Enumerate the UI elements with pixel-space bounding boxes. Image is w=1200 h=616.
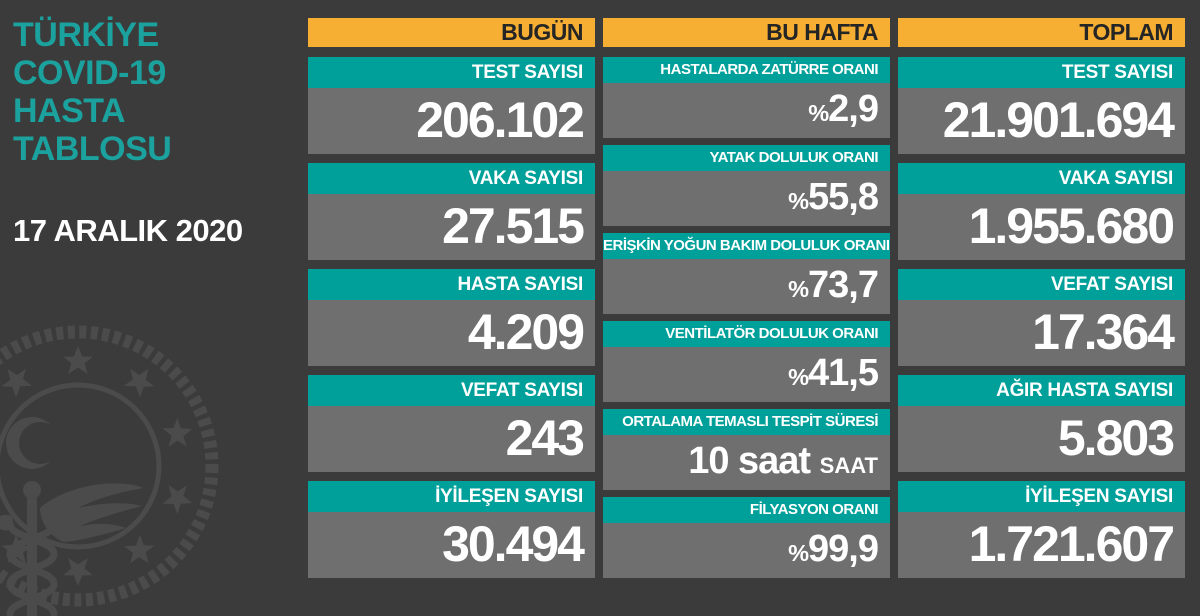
column-header-this-week: BU HAFTA (603, 18, 890, 47)
stat-value: 206.102 (308, 88, 595, 154)
stat-label: TEST SAYISI (308, 57, 595, 88)
stat-label: VEFAT SAYISI (308, 375, 595, 406)
stat-label: İYİLEŞEN SAYISI (308, 481, 595, 512)
stat-value-unit: SAAT (819, 453, 878, 478)
ministry-of-health-emblem-watermark (0, 325, 219, 616)
stats-board: BUGÜN TEST SAYISI 206.102 VAKA SAYISI 27… (308, 18, 1185, 587)
column-this-week: BU HAFTA HASTALARDA ZATÜRRE ORANI %2,9 Y… (603, 18, 890, 587)
stat-card: YATAK DOLULUK ORANI %55,8 (603, 145, 890, 226)
stat-card: VEFAT SAYISI 243 (308, 375, 595, 472)
stat-label: ORTALAMA TEMASLI TESPİT SÜRESİ (603, 409, 890, 435)
stat-value-number: 55,8 (808, 176, 879, 218)
inner-ring (0, 382, 162, 550)
stat-value: %2,9 (603, 83, 890, 138)
stat-card: VAKA SAYISI 1.955.680 (898, 163, 1185, 260)
percent-sign: % (788, 188, 809, 214)
stat-card: VAKA SAYISI 27.515 (308, 163, 595, 260)
stat-value: 4.209 (308, 300, 595, 366)
stat-value: %41,5 (603, 347, 890, 402)
title-line: TÜRKİYE (13, 16, 159, 54)
stat-label: VEFAT SAYISI (898, 269, 1185, 300)
report-date: 17 ARALIK 2020 (13, 213, 243, 248)
stat-card: VEFAT SAYISI 17.364 (898, 269, 1185, 366)
stat-value: %99,9 (603, 523, 890, 578)
stat-value: 243 (308, 406, 595, 472)
stat-value-number: 2,9 (828, 88, 879, 130)
stat-card: TEST SAYISI 21.901.694 (898, 57, 1185, 154)
column-header-today: BUGÜN (308, 18, 595, 47)
stat-value: 21.901.694 (898, 88, 1185, 154)
percent-sign: % (788, 540, 809, 566)
stat-value-number: 10 saat (688, 440, 811, 482)
stat-label: YATAK DOLULUK ORANI (603, 145, 890, 171)
crescent-icon (6, 417, 61, 469)
stat-label: VENTİLATÖR DOLULUK ORANI (603, 321, 890, 347)
column-header-total: TOPLAM (898, 18, 1185, 47)
stat-value: 17.364 (898, 300, 1185, 366)
percent-sign: % (788, 276, 809, 302)
stat-label: HASTALARDA ZATÜRRE ORANI (603, 57, 890, 83)
title-line: TABLOSU (13, 130, 172, 168)
stat-value: %55,8 (603, 171, 890, 226)
column-today: BUGÜN TEST SAYISI 206.102 VAKA SAYISI 27… (308, 18, 595, 587)
stat-label: TEST SAYISI (898, 57, 1185, 88)
percent-sign: % (808, 100, 829, 126)
stat-value-number: 41,5 (808, 352, 879, 394)
star-icon (0, 406, 1, 407)
page-title: TÜRKİYE COVID-19 HASTA TABLOSU (13, 16, 303, 168)
stat-card: ORTALAMA TEMASLI TESPİT SÜRESİ 10 saat S… (603, 409, 890, 490)
stat-card: VENTİLATÖR DOLULUK ORANI %41,5 (603, 321, 890, 402)
stat-label: ERİŞKİN YOĞUN BAKIM DOLULUK ORANI (603, 233, 890, 259)
stat-label: İYİLEŞEN SAYISI (898, 481, 1185, 512)
stat-value: %73,7 (603, 259, 890, 314)
percent-sign: % (788, 364, 809, 390)
title-line: COVID-19 (13, 54, 166, 92)
sidebar: TÜRKİYE COVID-19 HASTA TABLOSU 17 ARALIK… (13, 16, 303, 249)
column-total: TOPLAM TEST SAYISI 21.901.694 VAKA SAYIS… (898, 18, 1185, 587)
stat-card: ERİŞKİN YOĞUN BAKIM DOLULUK ORANI %73,7 (603, 233, 890, 314)
stat-card: TEST SAYISI 206.102 (308, 57, 595, 154)
stat-label: VAKA SAYISI (898, 163, 1185, 194)
stat-label: HASTA SAYISI (308, 269, 595, 300)
stat-value-number: 73,7 (808, 264, 879, 306)
stat-card: HASTALARDA ZATÜRRE ORANI %2,9 (603, 57, 890, 138)
stat-value-number: 99,9 (808, 528, 879, 570)
stat-value: 10 saat SAAT (603, 435, 890, 490)
stat-card: HASTA SAYISI 4.209 (308, 269, 595, 366)
stat-card: FİLYASYON ORANI %99,9 (603, 497, 890, 578)
stat-card: İYİLEŞEN SAYISI 30.494 (308, 481, 595, 578)
stat-label: FİLYASYON ORANI (603, 497, 890, 523)
stat-card: İYİLEŞEN SAYISI 1.721.607 (898, 481, 1185, 578)
stat-value: 1.955.680 (898, 194, 1185, 260)
title-line: HASTA (13, 92, 126, 130)
stat-label: VAKA SAYISI (308, 163, 595, 194)
stat-card: AĞIR HASTA SAYISI 5.803 (898, 375, 1185, 472)
caduceus-icon (0, 481, 144, 616)
star-ring (0, 346, 197, 586)
stat-value: 1.721.607 (898, 512, 1185, 578)
stat-value: 27.515 (308, 194, 595, 260)
stat-value: 5.803 (898, 406, 1185, 472)
stat-label: AĞIR HASTA SAYISI (898, 375, 1185, 406)
stat-value: 30.494 (308, 512, 595, 578)
